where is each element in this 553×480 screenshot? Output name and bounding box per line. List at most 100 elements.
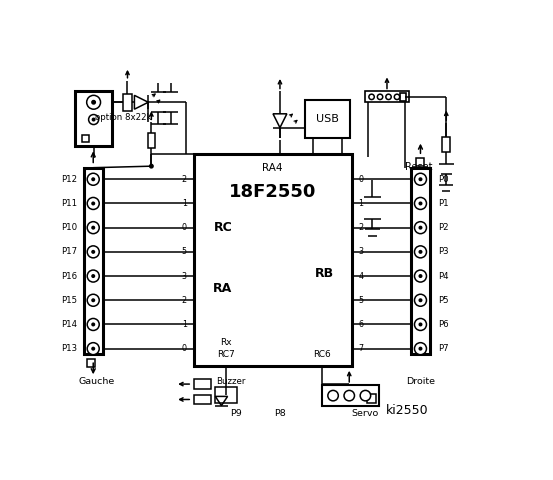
- Circle shape: [92, 323, 95, 326]
- Bar: [84, 168, 103, 354]
- Circle shape: [328, 390, 338, 401]
- Text: 6: 6: [358, 320, 363, 329]
- Circle shape: [87, 173, 99, 185]
- Text: 0: 0: [182, 344, 187, 353]
- Circle shape: [419, 202, 422, 204]
- Text: 2: 2: [181, 175, 187, 184]
- Circle shape: [414, 270, 426, 282]
- Text: 7: 7: [358, 344, 364, 353]
- Circle shape: [87, 318, 99, 330]
- Text: P8: P8: [274, 409, 286, 418]
- Text: P12: P12: [61, 175, 77, 184]
- Text: Rx: Rx: [220, 338, 232, 347]
- Text: 2: 2: [181, 296, 187, 305]
- Circle shape: [87, 222, 99, 234]
- Bar: [194, 154, 352, 366]
- Text: ki2550: ki2550: [386, 404, 429, 417]
- Circle shape: [386, 94, 391, 99]
- Text: RC: RC: [213, 220, 232, 233]
- Circle shape: [414, 294, 426, 306]
- Circle shape: [92, 118, 95, 121]
- Circle shape: [369, 94, 374, 99]
- Text: Servo: Servo: [351, 409, 378, 418]
- Text: Gauche: Gauche: [79, 377, 115, 386]
- Bar: [305, 100, 350, 138]
- Text: P9: P9: [230, 409, 242, 418]
- Circle shape: [87, 96, 101, 109]
- Circle shape: [419, 178, 422, 180]
- Circle shape: [377, 94, 383, 99]
- Circle shape: [414, 173, 426, 185]
- Bar: [411, 168, 430, 354]
- Text: P3: P3: [438, 247, 448, 256]
- Text: Reset: Reset: [405, 162, 432, 172]
- Text: P17: P17: [61, 247, 77, 256]
- Text: P15: P15: [61, 296, 77, 305]
- Circle shape: [344, 390, 354, 401]
- Text: 18F2550: 18F2550: [229, 183, 316, 201]
- Text: Buzzer: Buzzer: [216, 376, 246, 385]
- Circle shape: [419, 251, 422, 253]
- Bar: [82, 135, 89, 142]
- Text: option 8x22k: option 8x22k: [95, 113, 151, 122]
- Bar: [87, 360, 95, 367]
- Bar: [194, 380, 211, 389]
- Text: 1: 1: [182, 199, 187, 208]
- Circle shape: [414, 222, 426, 234]
- Circle shape: [92, 227, 95, 229]
- Text: 5: 5: [181, 247, 187, 256]
- Text: 2: 2: [358, 223, 364, 232]
- Text: 1: 1: [358, 199, 363, 208]
- Bar: [364, 92, 409, 102]
- Circle shape: [92, 101, 95, 104]
- Circle shape: [87, 343, 99, 355]
- Text: P13: P13: [61, 344, 77, 353]
- Bar: [215, 387, 237, 403]
- Text: USB: USB: [316, 114, 339, 124]
- Bar: [416, 158, 424, 166]
- Circle shape: [394, 94, 400, 99]
- Circle shape: [419, 323, 422, 326]
- Circle shape: [92, 299, 95, 301]
- Text: 0: 0: [358, 175, 363, 184]
- Circle shape: [92, 251, 95, 253]
- Circle shape: [419, 348, 422, 350]
- Text: RC6: RC6: [314, 349, 331, 359]
- Text: P16: P16: [61, 272, 77, 280]
- Text: P6: P6: [438, 320, 448, 329]
- Bar: [322, 385, 379, 407]
- Circle shape: [92, 348, 95, 350]
- Text: RC7: RC7: [217, 349, 235, 359]
- Text: Droite: Droite: [406, 377, 435, 386]
- Text: P1: P1: [438, 199, 448, 208]
- Text: RA: RA: [213, 282, 233, 295]
- Bar: [367, 394, 376, 403]
- Circle shape: [360, 390, 371, 401]
- Circle shape: [414, 197, 426, 209]
- Circle shape: [419, 227, 422, 229]
- Circle shape: [88, 115, 98, 124]
- Circle shape: [87, 197, 99, 209]
- Circle shape: [419, 275, 422, 277]
- Bar: [194, 395, 211, 404]
- Text: P11: P11: [61, 199, 77, 208]
- Circle shape: [87, 270, 99, 282]
- Text: RA4: RA4: [262, 163, 283, 173]
- Circle shape: [87, 246, 99, 258]
- Text: P10: P10: [61, 223, 77, 232]
- Circle shape: [419, 299, 422, 301]
- Circle shape: [92, 202, 95, 204]
- Text: 4: 4: [358, 272, 363, 280]
- Circle shape: [92, 275, 95, 277]
- Bar: [123, 94, 132, 111]
- Bar: [442, 137, 450, 152]
- Circle shape: [150, 165, 153, 168]
- Circle shape: [414, 318, 426, 330]
- Text: RB: RB: [315, 267, 334, 280]
- Circle shape: [414, 343, 426, 355]
- Text: 5: 5: [358, 296, 364, 305]
- Text: 3: 3: [182, 272, 187, 280]
- Text: P5: P5: [438, 296, 448, 305]
- Text: 3: 3: [358, 247, 363, 256]
- Text: 0: 0: [182, 223, 187, 232]
